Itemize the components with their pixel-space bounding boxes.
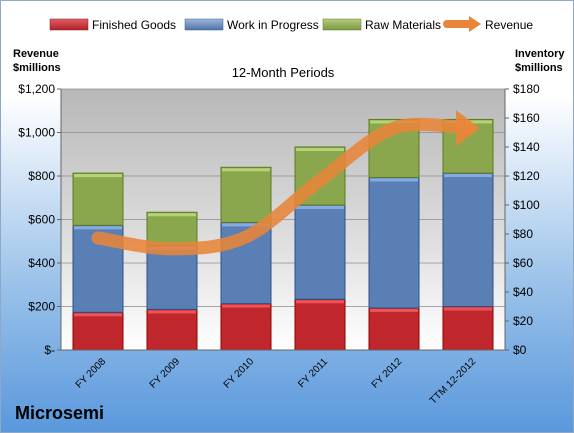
legend-item-revenue: Revenue: [443, 16, 533, 32]
left-tick-label: $1,200: [18, 82, 55, 96]
bar-segment-highlight: [74, 226, 122, 230]
legend-swatch-work-in-progress: [184, 18, 224, 31]
left-tick-label: $1,000: [18, 126, 55, 140]
left-tick-label: $200: [28, 300, 55, 314]
category-label: TTM 12-2012: [428, 356, 479, 407]
bar-segment: [72, 172, 124, 226]
bar-segment: [146, 308, 198, 351]
bar-segment-highlight: [74, 174, 122, 178]
right-tick-label: $140: [513, 140, 540, 154]
right-tick-label: $20: [513, 314, 533, 328]
left-tick-label: $400: [28, 256, 55, 270]
left-tick-label: $800: [28, 169, 55, 183]
bar-segment-highlight: [148, 213, 196, 217]
bar-segment-highlight: [370, 178, 418, 182]
bar-segment-highlight: [148, 310, 196, 314]
left-tick-label: $600: [28, 213, 55, 227]
bar-segment-highlight: [444, 307, 492, 311]
bar-segment-highlight: [296, 206, 344, 209]
bar-segment-highlight: [74, 313, 122, 317]
bar-segment: [294, 298, 346, 351]
bar-segment: [146, 211, 198, 247]
left-axis-title-line2: $millions: [13, 62, 61, 74]
category-label: FY 2010: [222, 356, 257, 391]
bar-segment-highlight: [444, 174, 492, 178]
bar-segment: [220, 303, 272, 351]
right-tick-label: $120: [513, 169, 540, 183]
chart-subtitle: 12-Month Periods: [232, 65, 335, 80]
right-axis-title-line1: Inventory: [515, 48, 565, 60]
bar-segment: [294, 204, 346, 300]
legend-item-work-in-progress: Work in Progress: [184, 18, 319, 32]
bar-segment-highlight: [296, 300, 344, 304]
category-label: FY 2009: [148, 356, 183, 391]
right-tick-label: $60: [513, 256, 533, 270]
bar-segment-highlight: [222, 223, 270, 227]
right-tick-label: $0: [513, 343, 527, 357]
bar-segment: [368, 307, 420, 351]
legend-label-raw-materials: Raw Materials: [365, 18, 441, 32]
bar-segment: [442, 172, 494, 307]
revenue-line: [91, 117, 475, 256]
right-axis-title-line2: $millions: [515, 62, 563, 74]
right-tick-label: $40: [513, 285, 533, 299]
bar-segment: [72, 311, 124, 351]
legend-swatch-raw-materials: [322, 18, 362, 31]
category-label: FY 2011: [296, 356, 330, 390]
left-axis-title-line1: Revenue: [13, 48, 59, 60]
legend-item-finished-goods: Finished Goods: [49, 18, 176, 32]
legend-label-finished-goods: Finished Goods: [92, 18, 176, 32]
right-tick-label: $80: [513, 227, 533, 241]
right-tick-label: $180: [513, 82, 540, 96]
bar-segment: [146, 245, 198, 310]
bar-segment: [442, 306, 494, 351]
bar-segment: [220, 166, 272, 223]
legend-swatch-finished-goods: [49, 18, 89, 31]
bar-segment-highlight: [370, 308, 418, 312]
legend: Finished Goods Work in Progress Raw Mate…: [49, 16, 533, 32]
category-label: FY 2008: [74, 356, 109, 391]
legend-label-revenue: Revenue: [485, 18, 533, 32]
bar-segment: [368, 176, 420, 309]
right-tick-label: $100: [513, 198, 540, 212]
legend-label-work-in-progress: Work in Progress: [227, 18, 319, 32]
company-name: Microsemi: [15, 403, 105, 423]
legend-item-raw-materials: Raw Materials: [322, 18, 441, 32]
left-tick-label: $-: [44, 343, 55, 357]
bar-segment-highlight: [222, 304, 270, 308]
bar-segment-highlight: [296, 148, 344, 151]
revenue-arrowhead-icon: [456, 110, 480, 147]
bar-segment-highlight: [222, 168, 270, 172]
legend-arrowhead-icon: [469, 16, 481, 32]
right-tick-label: $160: [513, 111, 540, 125]
category-label: FY 2012: [370, 356, 405, 391]
